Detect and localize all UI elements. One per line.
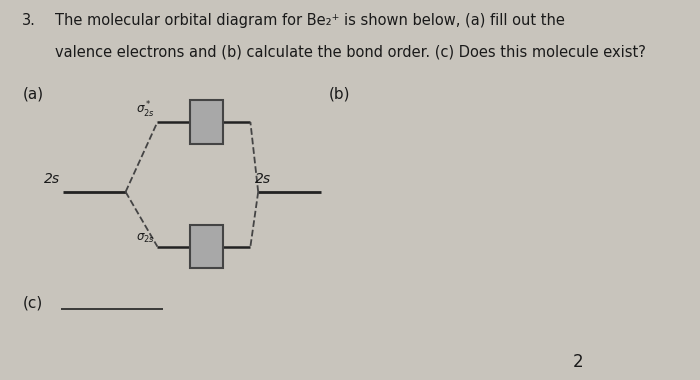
Text: $\sigma_{2s}$: $\sigma_{2s}$ <box>136 231 155 245</box>
Text: (c): (c) <box>22 296 43 310</box>
Text: 2s: 2s <box>44 172 60 186</box>
Text: $\sigma^*_{2s}$: $\sigma^*_{2s}$ <box>136 100 155 120</box>
Text: (a): (a) <box>22 86 43 101</box>
Text: 3.: 3. <box>22 13 36 28</box>
Text: 2: 2 <box>573 353 583 371</box>
Bar <box>190 100 223 144</box>
Text: (b): (b) <box>328 86 350 101</box>
Bar <box>190 225 223 268</box>
Text: The molecular orbital diagram for Be₂⁺ is shown below, (a) fill out the: The molecular orbital diagram for Be₂⁺ i… <box>55 13 566 28</box>
Text: 2s: 2s <box>256 172 272 186</box>
Text: valence electrons and (b) calculate the bond order. (c) Does this molecule exist: valence electrons and (b) calculate the … <box>55 45 646 60</box>
